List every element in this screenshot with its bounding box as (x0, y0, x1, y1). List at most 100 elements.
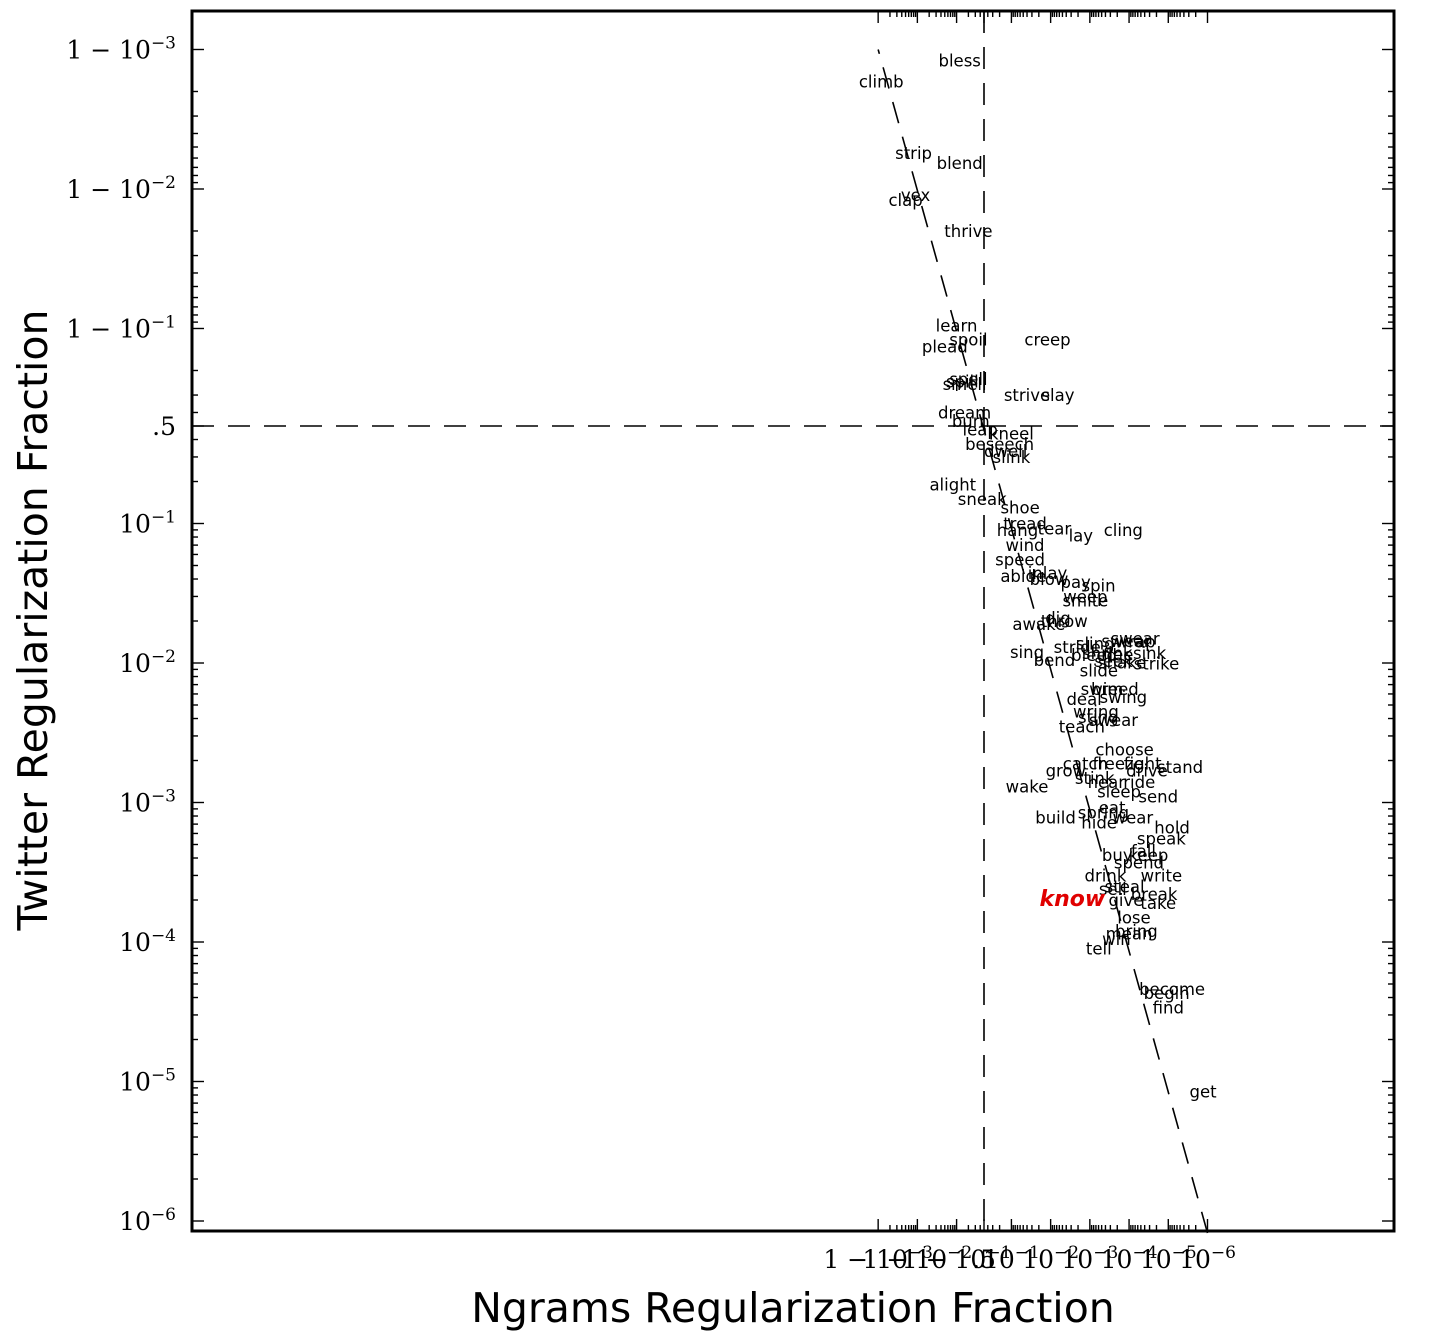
word-point-keep: keep (1129, 846, 1169, 865)
word-point-seek: seek (1094, 652, 1133, 671)
word-point-grow: grow (1046, 761, 1087, 780)
word-point-slay: slay (1041, 386, 1074, 405)
word-point-swear: swear (1101, 632, 1150, 651)
y-tick-label: 10−3 (119, 787, 176, 818)
y-tick-label: 10−4 (119, 926, 176, 957)
word-point-get: get (1189, 1082, 1217, 1101)
word-point-bring: bring (1115, 922, 1158, 941)
word-point-thrive: thrive (944, 222, 992, 241)
word-point-freeze: freeze (1092, 755, 1143, 774)
word-point-wrap: wrap (1115, 632, 1156, 651)
y-tick-label: 1 − 10−3 (66, 33, 176, 64)
word-point-catch: catch (1063, 755, 1108, 774)
word-point-lose: lose (1117, 908, 1150, 927)
word-point-clap: clap (888, 191, 922, 210)
x-tick-label: 1 − 10−2 (863, 1243, 973, 1274)
word-point-dwell: dwell (984, 442, 1027, 461)
word-point-tear: tear (1038, 520, 1072, 539)
word-point-weep: weep (1063, 587, 1107, 606)
word-point-spend: spend (1114, 854, 1164, 873)
word-point-sleep: sleep (1097, 782, 1141, 801)
word-point-tread: tread (1003, 515, 1047, 534)
word-point-stride: stride (1054, 638, 1101, 657)
word-point-know: know (1039, 887, 1105, 912)
word-point-sing: sing (1010, 643, 1044, 662)
word-point-sell: sell (1099, 880, 1127, 899)
word-point-swing: swing (1100, 688, 1148, 707)
x-axis-title: Ngrams Regularization Fraction (471, 1284, 1115, 1331)
word-point-smite: smite (1062, 592, 1108, 611)
word-point-hold: hold (1154, 819, 1190, 838)
word-point-blend: blend (937, 154, 983, 173)
word-point-creep: creep (1024, 331, 1070, 350)
word-point-give: give (1108, 891, 1143, 910)
word-point-shake: shake (1098, 653, 1146, 672)
word-point-slide: slide (1080, 662, 1118, 681)
x-tick-label: 10−3 (1061, 1243, 1118, 1274)
word-point-write: write (1141, 866, 1182, 885)
axis-ticks (192, 11, 1394, 1231)
word-point-mean: mean (1106, 925, 1153, 944)
word-point-hang: hang (997, 521, 1039, 540)
word-point-flee: flee (1103, 646, 1134, 665)
word-point-slink: slink (993, 448, 1031, 467)
word-point-eat: eat (1099, 799, 1126, 818)
word-point-begin: begin (1144, 984, 1190, 1003)
word-point-cling: cling (1104, 521, 1143, 540)
y-tick-label: 10−6 (119, 1205, 176, 1236)
plot-frame (190, 9, 1396, 1233)
word-point-break: break (1131, 885, 1178, 904)
x-tick-label: 10−1 (983, 1243, 1040, 1274)
word-point-smell: smell (943, 375, 987, 394)
word-point-spill: spill (946, 373, 979, 392)
y-tick-label: 1 − 10−1 (66, 312, 176, 343)
word-point-burn: burn (952, 412, 990, 431)
word-point-alight: alight (929, 476, 976, 495)
word-point-stand: stand (1157, 758, 1203, 777)
y-axis-title: Twitter Regularization Fraction (9, 310, 57, 932)
word-point-awake: awake (1012, 615, 1065, 634)
word-point-speed: speed (995, 551, 1045, 570)
x-tick-label: 1 − 10−3 (823, 1243, 933, 1274)
word-point-bend: bend (1034, 651, 1076, 670)
reference-lines (192, 11, 1394, 1234)
word-point-stink: stink (1075, 769, 1115, 788)
y-tick-label: 1 − 10−2 (66, 173, 176, 204)
word-point-take: take (1140, 894, 1176, 913)
word-point-teach: teach (1059, 718, 1105, 737)
word-point-speak: speak (1137, 830, 1186, 849)
word-point-dream: dream (938, 403, 991, 422)
x-tick-label: 10−4 (1101, 1243, 1158, 1274)
word-point-throw: throw (1041, 612, 1088, 631)
word-point-find: find (1153, 998, 1184, 1017)
word-point-choose: choose (1095, 740, 1153, 759)
word-point-bleed: bleed (1071, 646, 1117, 665)
word-point-steal: steal (1105, 877, 1145, 896)
word-point-sneak: sneak (958, 490, 1007, 509)
word-point-spell: spell (949, 370, 987, 389)
word-point-fight: fight (1124, 755, 1162, 774)
word-point-sink: sink (1133, 644, 1167, 663)
word-point-shrink: shrink (1082, 644, 1133, 663)
word-point-sting: sting (1078, 708, 1119, 727)
x-tick-label: .5 (972, 1245, 996, 1274)
word-point-ride: ride (1123, 773, 1155, 792)
word-point-deal: deal (1066, 690, 1101, 709)
word-point-inlay: inlay (1028, 564, 1068, 583)
x-tick-label: 10−2 (1022, 1243, 1079, 1274)
word-point-abide: abide (1000, 567, 1046, 586)
word-point-wear: wear (1113, 809, 1154, 828)
word-point-spoil: spoil (949, 331, 987, 350)
word-point-spin: spin (1081, 576, 1115, 595)
word-point-learn: learn (936, 316, 978, 335)
tick-labels: 10−610−610−510−510−410−410−310−310−210−2… (66, 33, 1236, 1274)
word-point-lay: lay (1069, 527, 1094, 546)
word-point-tell: tell (1086, 939, 1112, 958)
word-point-win: win (1102, 930, 1131, 949)
word-point-buy: buy (1102, 846, 1133, 865)
word-point-plead: plead (922, 338, 968, 357)
word-point-beseech: beseech (965, 435, 1034, 454)
word-point-strive: strive (1004, 386, 1050, 405)
y-tick-label: 10−1 (119, 508, 176, 539)
word-point-hear: hear (1088, 773, 1126, 792)
